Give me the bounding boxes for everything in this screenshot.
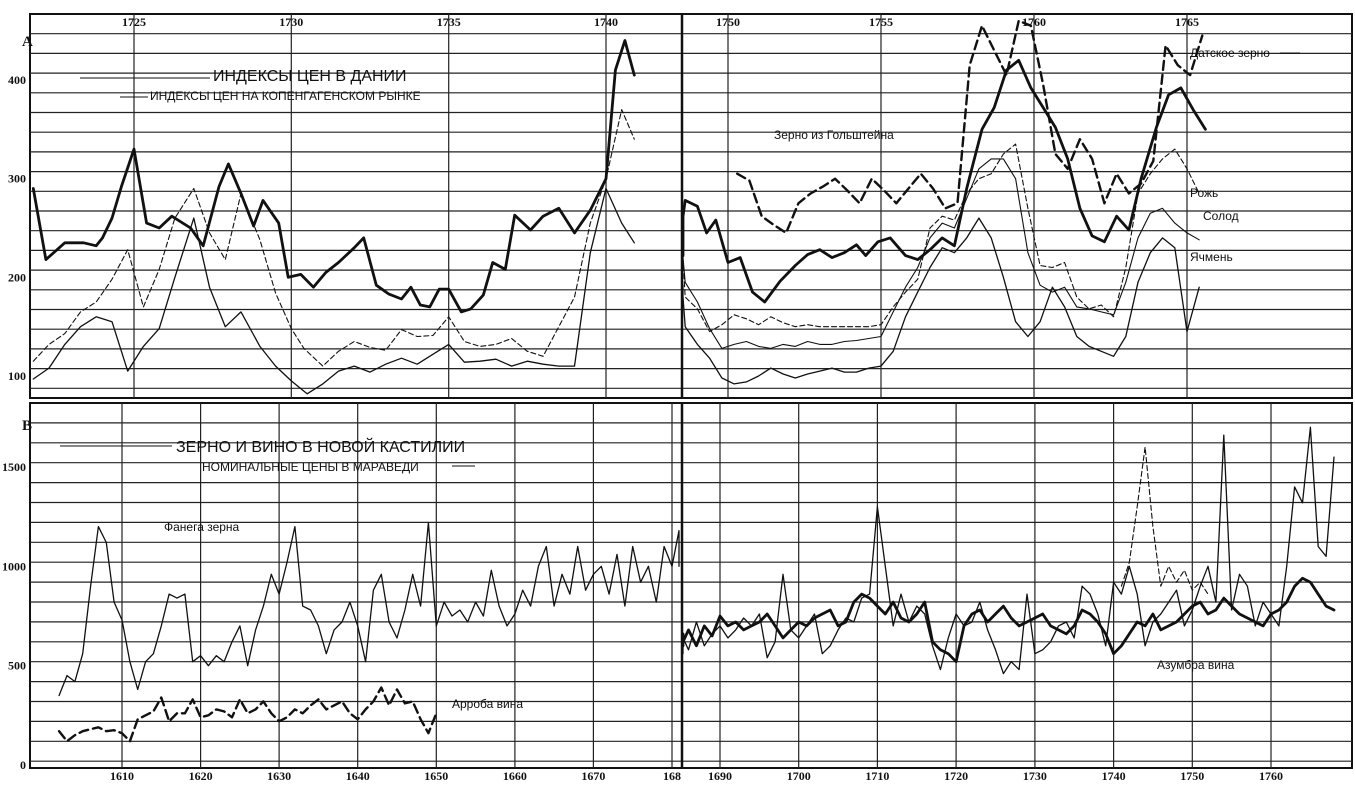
y-tick-label: 400 — [8, 73, 26, 87]
panel-a-subtitle: ИНДЕКСЫ ЦЕН НА КОПЕНГАГЕНСКОМ РЫНКЕ — [150, 89, 421, 103]
series-line-b-1-1 — [682, 426, 1335, 675]
panel-a-frame — [29, 13, 1353, 399]
series-label-malt: Солод — [1203, 209, 1239, 223]
x-tick-label: 1725 — [122, 15, 146, 29]
y-tick-label: 1500 — [2, 460, 26, 474]
x-tick-label: 1755 — [869, 15, 893, 29]
x-tick-label: 1730 — [1023, 769, 1047, 783]
y-tick-label: 300 — [8, 172, 26, 186]
x-tick-label: 1670 — [581, 769, 605, 783]
series-label-fanega-grain: Фанега зерна — [164, 520, 240, 534]
series-layer — [31, 19, 1336, 743]
series-label-holstein-grain: Зерно из Гольштейна — [774, 128, 894, 142]
grid-layer — [29, 13, 1353, 769]
x-tick-label: 1765 — [1175, 15, 1199, 29]
series-label-arroba-wine: Арроба вина — [452, 697, 523, 711]
x-tick-label: 1700 — [787, 769, 811, 783]
y-tick-label: 100 — [8, 369, 26, 383]
series-line-зерно-из-гольштейна — [736, 19, 1204, 235]
x-tick-label: 1610 — [110, 769, 134, 783]
x-tick-label: 1710 — [865, 769, 889, 783]
y-tick-label: 1000 — [2, 559, 26, 573]
panel-b-letter: B — [22, 418, 32, 434]
x-tick-label: 168 — [663, 769, 681, 783]
x-tick-label: 1730 — [279, 15, 303, 29]
panel-b-subtitle: НОМИНАЛЬНЫЕ ЦЕНЫ В МАРАВЕДИ — [202, 460, 419, 474]
panel-b-frame — [29, 402, 1353, 769]
series-line-a-0-0 — [31, 39, 636, 314]
series-label-danish-grain: Датское зерно — [1190, 46, 1270, 60]
x-tick-label: 1750 — [1180, 769, 1204, 783]
x-tick-label: 1640 — [346, 769, 370, 783]
x-tick-label: 1750 — [716, 15, 740, 29]
series-label-barley: Ячмень — [1190, 250, 1233, 264]
x-tick-label: 1630 — [267, 769, 291, 783]
x-tick-label: 1735 — [437, 15, 461, 29]
panel-b-title: ЗЕРНО И ВИНО В НОВОЙ КАСТИЛИИ — [176, 437, 465, 456]
tick-layer: 100 200 300 400 1725 1730 1735 1740 1750 1755 1760… — [2, 15, 1300, 783]
y-tick-label: 200 — [8, 270, 26, 284]
y-tick-label: 0 — [20, 758, 26, 772]
series-line-ячмень — [682, 217, 1200, 385]
panel-a-letter: A — [22, 34, 33, 50]
x-tick-label: 1720 — [944, 769, 968, 783]
x-tick-label: 1690 — [708, 769, 732, 783]
series-label-rye: Рожь — [1190, 186, 1218, 200]
series-label-azumbra-wine: Азумбра вина — [1157, 658, 1235, 672]
series-line-арроба-вина — [57, 686, 438, 743]
series-line-солод — [682, 158, 1200, 349]
series-line-рожь — [682, 143, 1200, 333]
x-tick-label: 1620 — [189, 769, 213, 783]
x-tick-label: 1740 — [594, 15, 618, 29]
series-line-b-1-2 — [1120, 446, 1209, 595]
series-line-a-0-1 — [32, 109, 635, 367]
y-tick-label: 500 — [8, 659, 26, 673]
series-line-датское-зерно — [681, 58, 1207, 304]
x-tick-label: 1650 — [424, 769, 448, 783]
x-tick-label: 1760 — [1259, 769, 1283, 783]
series-line-фанега-зерна — [58, 521, 680, 697]
series-line-a-0-2 — [32, 187, 635, 395]
x-tick-label: 1740 — [1102, 769, 1126, 783]
panel-a-title: ИНДЕКСЫ ЦЕН В ДАНИИ — [213, 68, 407, 85]
x-tick-label: 1660 — [503, 769, 527, 783]
x-tick-label: 1760 — [1022, 15, 1046, 29]
